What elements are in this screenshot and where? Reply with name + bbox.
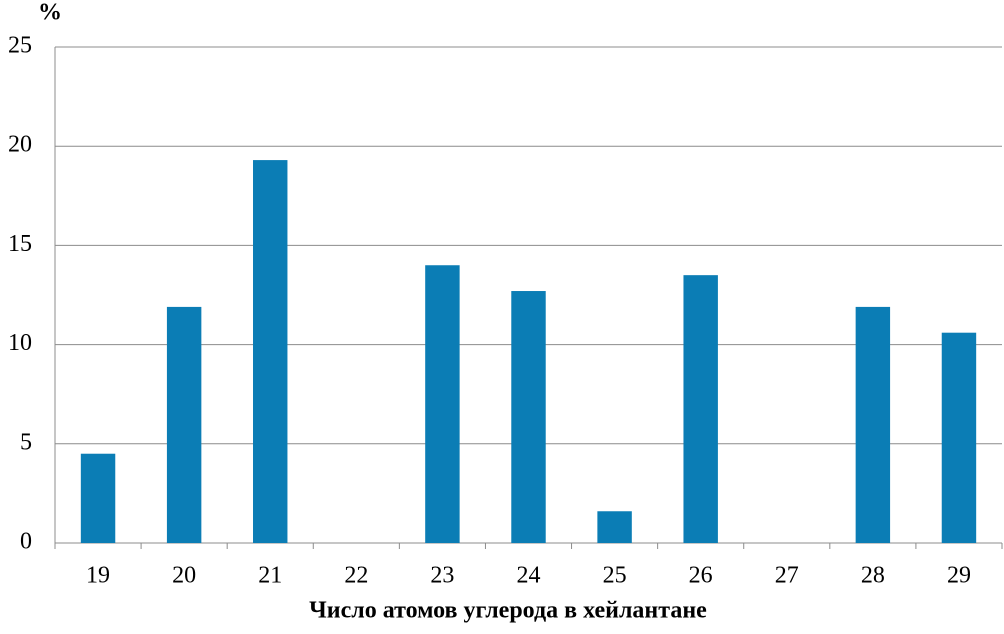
bar xyxy=(425,265,460,543)
y-tick-label: 20 xyxy=(8,132,32,158)
x-tick-label: 26 xyxy=(689,563,713,589)
bar xyxy=(511,291,546,543)
x-tick-label: 28 xyxy=(861,563,885,589)
y-tick-label: 5 xyxy=(20,429,32,455)
x-tick-label: 22 xyxy=(344,563,368,589)
bar xyxy=(253,160,288,543)
x-tick-label: 27 xyxy=(775,563,799,589)
x-tick-label: 24 xyxy=(517,563,541,589)
x-tick-label: 25 xyxy=(603,563,627,589)
bar xyxy=(166,306,202,543)
x-axis-label: Число атомов углерода в хейлантане xyxy=(309,598,707,624)
bar xyxy=(80,453,116,543)
bar xyxy=(855,306,891,543)
x-tick-label: 20 xyxy=(172,563,196,589)
y-tick-label: 15 xyxy=(8,231,32,257)
x-tick-label: 29 xyxy=(947,563,971,589)
y-axis-label: % xyxy=(38,0,62,26)
y-tick-label: 0 xyxy=(20,529,32,555)
y-tick-label: 25 xyxy=(8,33,32,59)
bar xyxy=(597,511,632,543)
bar xyxy=(941,332,977,543)
y-tick-label: 10 xyxy=(8,330,32,356)
x-tick-label: 21 xyxy=(258,563,282,589)
x-tick-label: 23 xyxy=(430,563,454,589)
bar xyxy=(683,275,718,543)
x-tick-label: 19 xyxy=(86,563,110,589)
